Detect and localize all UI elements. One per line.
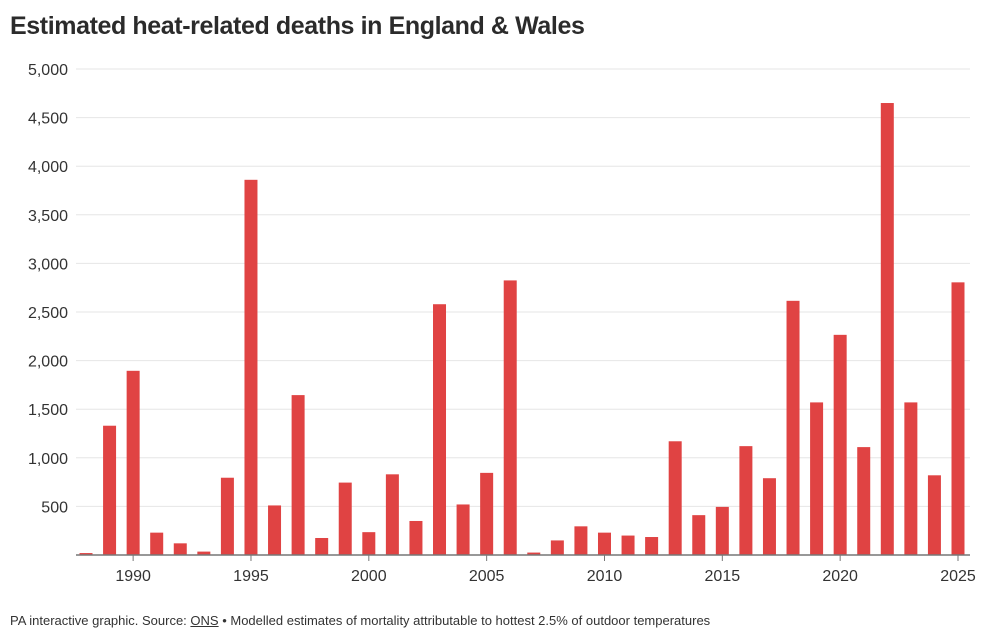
footer-suffix: • Modelled estimates of mortality attrib…: [218, 613, 711, 628]
bar-2014: [692, 515, 706, 555]
bar-1999: [338, 482, 352, 555]
bar-2011: [621, 535, 635, 555]
bar-1997: [291, 395, 305, 555]
y-tick-label: 2,000: [28, 354, 68, 371]
bar-2006: [503, 280, 517, 555]
bar-2002: [409, 520, 423, 555]
x-tick-label: 2010: [587, 568, 623, 585]
y-axis-labels: 500 1,000 1,500 2,000 2,500 3,000 3,500 4,000 4,…: [28, 62, 68, 516]
bar-2005: [480, 472, 494, 555]
bar-1996: [268, 505, 282, 555]
bar-2000: [362, 532, 376, 555]
bar-2003: [433, 304, 447, 555]
y-tick-label: 2,500: [28, 305, 68, 322]
bar-2020: [833, 334, 847, 555]
bar-2022: [880, 103, 894, 556]
bar-1988: [79, 553, 93, 555]
source-link[interactable]: ONS: [190, 613, 219, 628]
bar-1998: [315, 537, 329, 555]
y-tick-label: 4,500: [28, 111, 68, 128]
bar-1992: [173, 543, 187, 555]
bar-1991: [150, 532, 164, 555]
bar-2004: [456, 504, 470, 555]
bar-2025: [951, 282, 965, 555]
bar-1989: [103, 425, 117, 555]
bar-1993: [197, 551, 211, 555]
bar-2008: [550, 540, 564, 555]
bar-2023: [904, 402, 918, 555]
bar-1994: [220, 477, 234, 555]
footer-note: PA interactive graphic. Source: ONS • Mo…: [10, 613, 710, 628]
y-tick-label: 1,500: [28, 402, 68, 419]
x-tick-label: 1990: [115, 568, 151, 585]
y-tick-label: 4,000: [28, 159, 68, 176]
chart-title: Estimated heat-related deaths in England…: [10, 12, 585, 40]
bar-2024: [927, 475, 941, 555]
bar-2021: [857, 447, 871, 555]
bar-2013: [668, 441, 682, 555]
bars: [79, 103, 965, 556]
x-tick-label: 2025: [940, 568, 976, 585]
x-tick-label: 2005: [469, 568, 505, 585]
bar-1990: [126, 370, 140, 555]
bar-2017: [762, 478, 776, 555]
bar-2012: [645, 537, 659, 555]
bar-2018: [786, 300, 800, 555]
x-tick-label: 2015: [705, 568, 741, 585]
bar-2016: [739, 446, 753, 555]
y-tick-label: 5,000: [28, 62, 68, 79]
bar-1995: [244, 179, 258, 555]
bar-2010: [597, 532, 611, 555]
footer-prefix: PA interactive graphic. Source:: [10, 613, 191, 628]
gridlines: [76, 68, 970, 507]
bar-chart: 500 1,000 1,500 2,000 2,500 3,000 3,500 4,000 4,…: [28, 62, 976, 585]
x-tick-label: 2000: [351, 568, 387, 585]
y-tick-label: 3,000: [28, 256, 68, 273]
bar-2015: [715, 506, 729, 555]
y-tick-label: 1,000: [28, 451, 68, 468]
y-tick-label: 500: [41, 499, 68, 516]
x-axis-labels: 1990 1995 2000 2005 2010 2015 2020 2025: [115, 555, 976, 585]
bar-2019: [810, 402, 824, 555]
x-tick-label: 2020: [822, 568, 858, 585]
bar-2001: [385, 474, 399, 555]
y-tick-label: 3,500: [28, 208, 68, 225]
bar-2007: [527, 552, 541, 555]
bar-2009: [574, 526, 588, 555]
x-tick-label: 1995: [233, 568, 269, 585]
